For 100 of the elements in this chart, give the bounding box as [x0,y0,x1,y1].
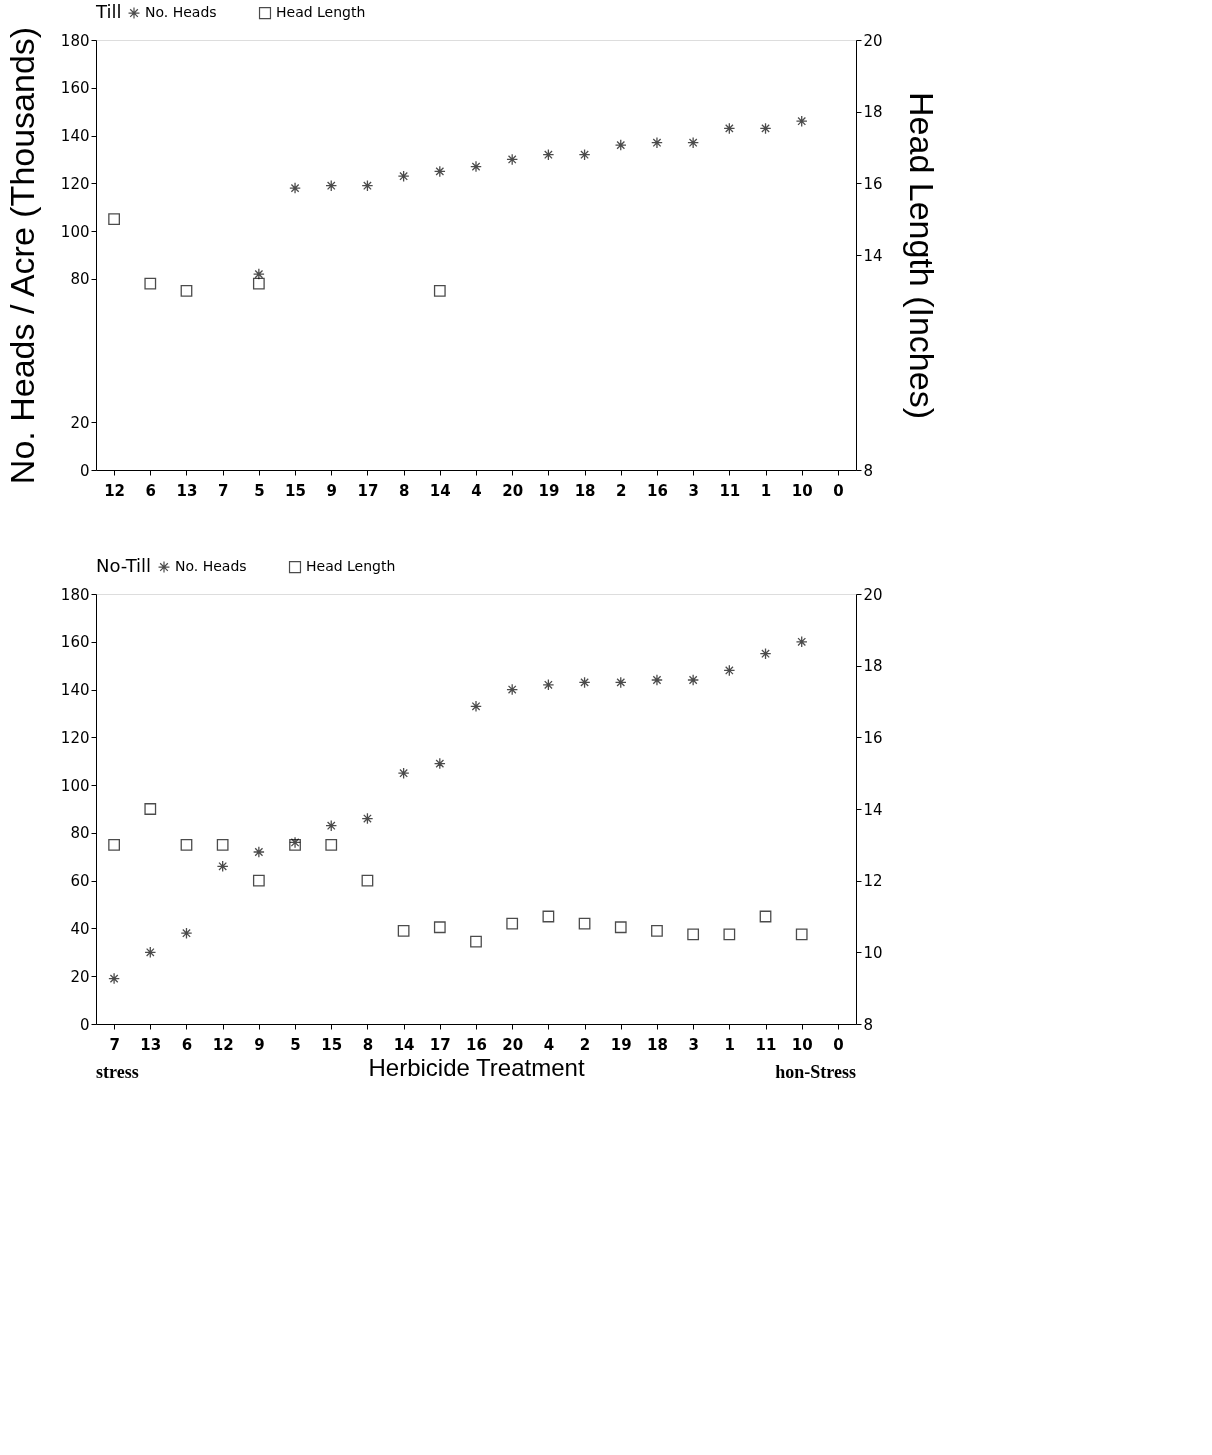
x-tick-label: 7 [217,481,229,500]
point [795,928,808,941]
x-tick-label: 14 [393,1035,415,1054]
x-tick-label: 10 [791,1035,813,1054]
x-tick-label: 17 [429,1035,451,1054]
x-tick-label: 16 [466,1035,487,1054]
point [108,213,120,226]
x-tick-label: 16 [647,481,668,500]
y-tick-label: 100 [60,776,90,795]
point [144,803,157,815]
y-tick-label: 20 [70,967,90,986]
point [542,678,555,691]
point [433,757,446,770]
x-tick-label: 20 [502,481,524,500]
y-tick-label: 120 [60,174,90,193]
y-tick-label: 40 [70,919,90,938]
point [397,924,410,937]
x-tick-label: 2 [616,481,627,500]
point [361,874,374,887]
x-tick-label: 8 [362,1035,374,1054]
point [506,917,519,930]
point [433,165,446,178]
x-tick-label: 10 [791,481,813,500]
y2-tick-label: 12 [863,872,883,891]
y-axis-title: No. Heads / Acre (Thousands) [2,26,41,485]
point [578,917,591,930]
point [759,910,772,923]
x-tick-label: 4 [471,481,482,500]
point [723,664,736,677]
y2-tick-label: 20 [863,31,883,50]
x-tick-label: 7 [109,1035,120,1054]
x-tick-label: 1 [760,481,772,500]
x-tick-label: 18 [647,1035,668,1054]
x-tick-label: 14 [429,481,451,500]
point [433,921,446,934]
y-tick-label: 100 [60,222,90,241]
point [289,182,301,195]
y2-tick-label: 14 [863,800,883,819]
x-tick-label: 13 [140,1035,162,1054]
point [614,139,627,152]
x-tick-label: 6 [145,481,156,500]
text: hon-Stress [775,1062,856,1082]
x-tick-label: 8 [398,481,410,500]
point [433,284,446,297]
y-tick-label: 80 [70,824,90,843]
point [361,179,374,192]
point [180,284,193,297]
point [759,122,772,135]
legend-label: No. Heads [145,4,217,21]
point [325,179,338,192]
x-tick-label: 5 [254,481,265,500]
x-tick-label: 18 [574,481,596,500]
x-tick-label: 11 [755,1035,777,1054]
y2-tick-label: 18 [863,657,883,676]
x-tick-label: 9 [254,1035,265,1054]
point [506,153,519,166]
y2-tick-label: 10 [863,943,883,962]
y-tick-label: 60 [70,872,90,891]
x-tick-label: 0 [833,481,844,500]
point [216,838,229,851]
y-tick-label: 160 [60,633,90,652]
point [687,928,700,941]
legend-title: Till [95,1,122,22]
legend-label: Head Length [276,4,366,21]
x-tick-label: 9 [326,481,337,500]
y2-tick-label: 14 [863,246,883,265]
legend-label: Head Length [306,558,396,575]
x-tick-label: 2 [579,1035,591,1054]
y2-tick-label: 18 [863,103,883,122]
point [651,674,663,686]
y2-tick-label: 8 [863,1015,874,1034]
point [144,277,157,290]
point [795,635,808,648]
x-tick-label: 20 [502,1035,524,1054]
y-tick-label: 20 [70,413,90,432]
point [216,860,229,873]
point [252,268,265,281]
y-tick-label: 140 [60,681,90,700]
point [325,838,338,851]
x-tick-label: 6 [181,1035,193,1054]
y2-tick-label: 16 [863,174,883,193]
point [542,910,555,923]
x-tick-label: 0 [833,1035,844,1054]
point [361,812,374,825]
point [470,700,482,713]
text: stress [96,1062,139,1082]
y-tick-label: 0 [79,1015,90,1034]
point [651,924,663,937]
x-tick-label: 15 [321,1035,343,1054]
point [759,647,772,660]
x-tick-label: 4 [543,1035,555,1054]
y-tick-label: 160 [60,79,90,98]
x-tick-label: 13 [176,481,198,500]
y2-tick-label: 16 [863,728,883,747]
point [614,921,627,934]
point [397,170,410,183]
point [578,148,591,161]
point [651,136,663,149]
x-tick-label: 3 [688,1035,699,1054]
point [325,819,338,832]
